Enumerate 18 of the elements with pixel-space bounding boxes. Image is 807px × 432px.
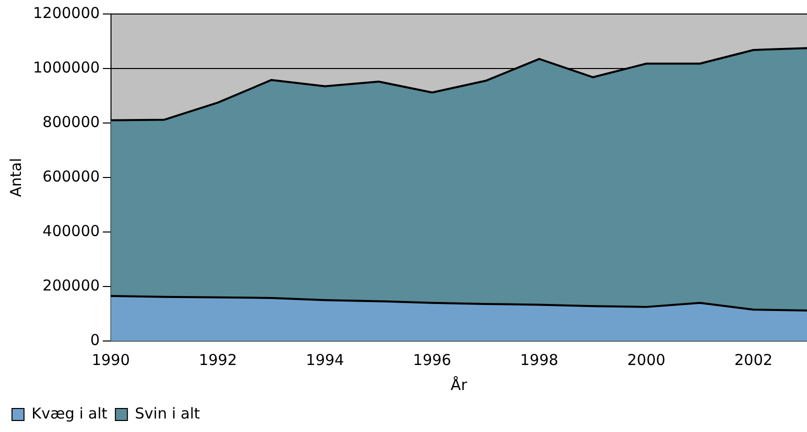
y-axis-title: Antal bbox=[6, 158, 25, 198]
y-tick-label: 800000 bbox=[42, 112, 100, 131]
x-axis-title: År bbox=[450, 376, 468, 394]
y-tick-label: 1000000 bbox=[32, 58, 100, 76]
legend-label: Kvæg i alt bbox=[32, 404, 108, 422]
x-tick-label: 1996 bbox=[413, 350, 452, 369]
y-tick-label: 200000 bbox=[42, 276, 100, 294]
x-tick-label: 2000 bbox=[627, 350, 666, 369]
x-tick-label: 1990 bbox=[92, 350, 130, 369]
x-tick-label: 2002 bbox=[734, 350, 773, 369]
x-tick-label: 1992 bbox=[198, 350, 238, 369]
legend-label: Svin i alt bbox=[134, 404, 200, 422]
y-tick-label: 600000 bbox=[42, 167, 100, 186]
y-tick-label: 400000 bbox=[42, 222, 100, 240]
x-tick-label: 1994 bbox=[306, 350, 344, 369]
y-tick-label: 1200000 bbox=[32, 4, 100, 22]
x-tick-label: 1998 bbox=[520, 350, 558, 369]
y-tick-label: 0 bbox=[90, 330, 100, 349]
